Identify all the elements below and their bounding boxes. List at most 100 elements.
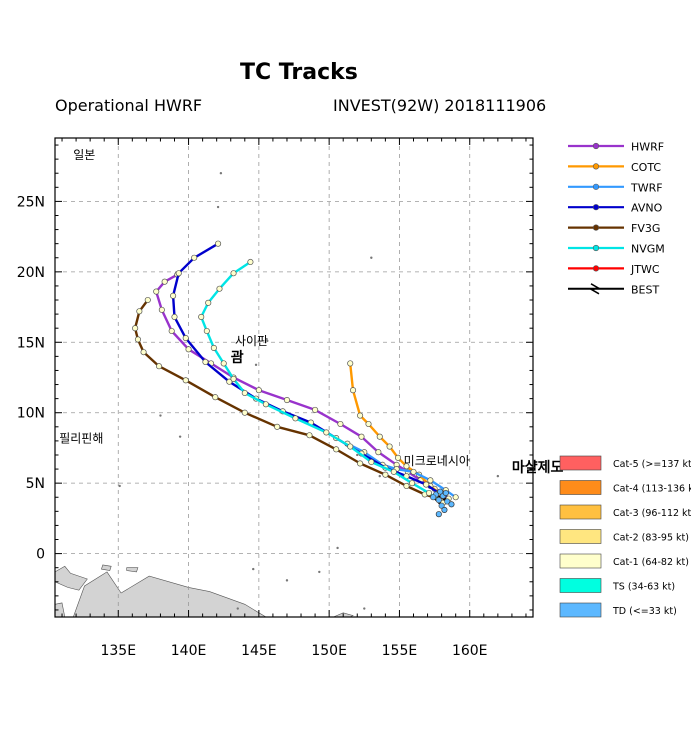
legend-marker [592,244,600,252]
track-point-cotc [403,463,410,470]
intensity-label: Cat-2 (83-95 kt) [613,533,689,544]
track-point-nvgm [241,389,248,397]
x-tick-label: 135E [100,643,136,659]
island-dot [219,172,223,175]
map-label: 미크로네시아 [404,454,470,468]
island-dot [336,546,339,550]
track-point-hwrf [375,449,382,456]
track-point-cotc [394,454,402,461]
track-point-fv3g [182,377,189,384]
x-tick-label: 145E [241,643,277,659]
track-point-hwrf [168,327,175,335]
track-point-fv3g [134,336,141,343]
track-point-fv3g [140,349,147,356]
track-point-nvgm [203,327,210,335]
track-point-nvgm [210,344,217,351]
track-point-hwrf [158,306,165,313]
map-label: 괌 [231,349,244,366]
intensity-swatch [559,504,602,520]
track-point-best [438,502,445,509]
track-point-hwrf [161,278,168,285]
intensity-label: TS (34-63 kt) [612,582,675,593]
land-layer [54,172,500,618]
island-dot [356,453,359,457]
track-point-avno [202,358,209,366]
track-point-hwrf [185,346,192,353]
map-label: 사이판 [235,334,268,348]
legend-marker [592,265,600,272]
intensity-swatch [559,602,602,618]
track-point-avno [175,270,182,277]
track-point-nvgm [262,401,269,408]
track-point-avno [423,481,430,488]
land-mass [126,567,139,573]
track-point-nvgm [390,468,397,475]
track-point-avno [226,378,233,385]
legend-label: HWRF [631,141,664,154]
track-point-nvgm [247,258,254,266]
island-dot [285,579,289,582]
y-tick-label: 15N [17,335,45,351]
track-point-avno [171,313,178,320]
track-point-nvgm [323,429,330,436]
intensity-swatch [559,529,602,544]
track-point-fv3g [382,471,389,478]
track-point-fv3g [357,460,364,467]
land-mass [54,565,88,591]
island-dot [118,484,121,488]
y-tick-label: 0 [36,547,45,563]
track-point-cotc [376,433,383,440]
intensity-label: Cat-3 (96-112 kt) [613,508,691,519]
track-point-hwrf [255,387,262,394]
genesis-point [441,506,448,513]
legend-marker [592,163,600,170]
track-point-fv3g [155,363,163,370]
track-point-fv3g [306,432,313,439]
track-point-hwrf [312,406,319,413]
page-title: TC Tracks [240,60,358,85]
legend-label: COTC [631,161,661,174]
track-point-avno [215,240,222,247]
track-point-hwrf [358,433,365,440]
track-point-fv3g [241,409,248,416]
track-point-hwrf [337,420,344,428]
island-dot [318,570,321,574]
intensity-label: Cat-5 (>=137 kt) [613,459,691,470]
track-point-nvgm [292,415,299,422]
track-point-nvgm [230,375,237,382]
track-point-avno [170,292,177,299]
map-label: 마샬제도 [512,460,564,476]
track-legend: HWRF COTC TWRF AVNO FV3G NVGM JTWC BEST [568,141,665,296]
island-dot [216,205,220,209]
legend-marker [592,183,600,190]
track-point-fv3g [132,325,139,332]
track-point-fv3g [274,423,281,430]
genesis-point [448,501,455,508]
track-line-twrf [346,442,457,499]
x-tick-label: 155E [382,643,418,659]
track-point-best [435,497,442,504]
track-point-nvgm [409,480,416,487]
track-point-twrf [452,494,459,501]
track-point-hwrf [153,288,160,295]
storm-symbol-icon [590,283,600,295]
island-dot [363,607,366,610]
island-dot [159,414,162,417]
tracks-layer [132,240,459,518]
legend-marker [592,224,600,231]
island-dot [266,339,269,343]
map-label: 일본 [73,148,95,162]
axes-layer: 135E 140E 145E 150E 155E 160E 0 5N 10N 15N 20N 25N [17,137,534,659]
map-label: 필리핀해 [59,431,103,445]
track-point-best [430,494,437,501]
track-point-nvgm [230,270,237,277]
x-tick-label: 150E [311,643,347,659]
intensity-label: TD (<=33 kt) [612,606,677,617]
x-tick-label: 160E [452,643,488,659]
track-point-avno [182,335,189,342]
track-point-cotc [365,420,372,428]
track-point-fv3g [144,296,151,304]
legend-label: FV3G [631,222,660,235]
